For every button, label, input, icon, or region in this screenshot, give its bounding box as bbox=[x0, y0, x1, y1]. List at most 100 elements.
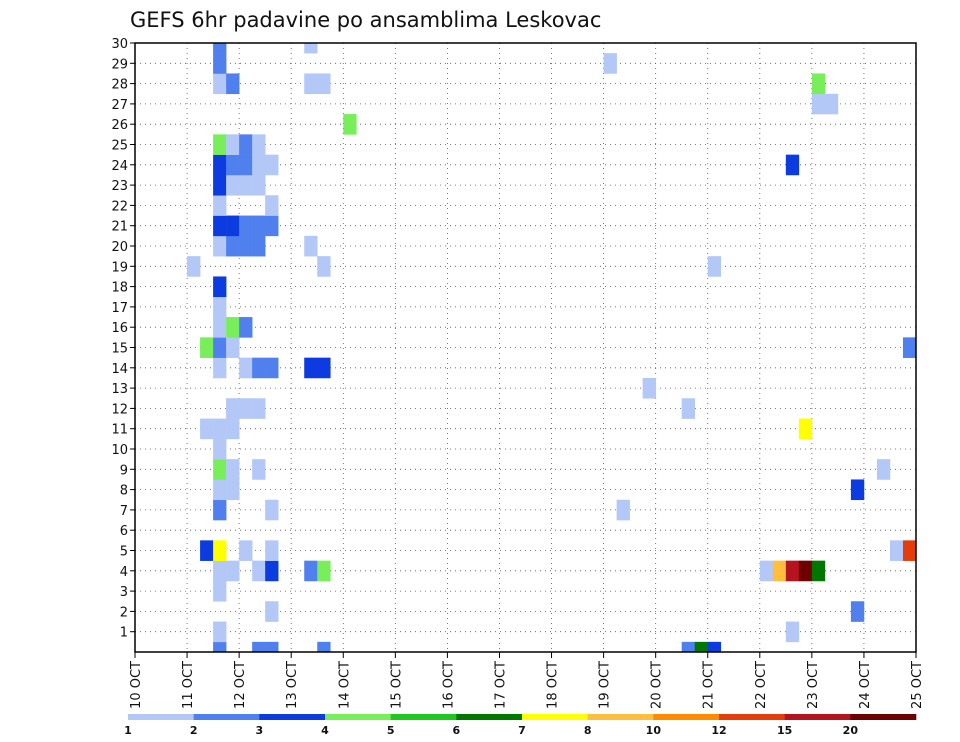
x-tick-label: 19 OCT bbox=[598, 661, 613, 709]
precip-cell bbox=[317, 357, 331, 379]
precip-cell bbox=[239, 235, 253, 257]
precip-cell bbox=[226, 418, 240, 440]
legend-swatch bbox=[325, 714, 391, 720]
precip-cell bbox=[213, 580, 227, 602]
precip-cell bbox=[213, 154, 227, 176]
precip-cell bbox=[187, 256, 201, 277]
precip-cell bbox=[252, 560, 266, 582]
legend-swatch bbox=[390, 714, 457, 720]
precip-cell bbox=[603, 53, 617, 74]
legend-swatch bbox=[259, 714, 326, 720]
precip-cell bbox=[681, 398, 696, 419]
precip-cell bbox=[252, 235, 266, 257]
y-tick-label: 9 bbox=[120, 463, 128, 478]
x-tick-label: 16 OCT bbox=[441, 661, 456, 709]
precip-cell bbox=[304, 73, 318, 95]
y-tick-label: 17 bbox=[111, 301, 128, 316]
x-tick-label: 22 OCT bbox=[754, 661, 769, 709]
y-tick-label: 18 bbox=[111, 281, 128, 296]
precip-cell bbox=[213, 174, 227, 196]
precip-cell bbox=[213, 459, 227, 480]
precip-cell bbox=[226, 134, 240, 155]
precip-cell bbox=[213, 276, 227, 298]
legend-label: 8 bbox=[584, 724, 592, 737]
precip-cell bbox=[213, 540, 227, 561]
y-tick-label: 22 bbox=[111, 199, 128, 214]
precip-cell bbox=[213, 215, 227, 237]
precip-cell bbox=[317, 256, 331, 277]
y-tick-label: 8 bbox=[120, 484, 128, 499]
precip-cell bbox=[265, 357, 279, 379]
x-tick-label: 21 OCT bbox=[702, 661, 717, 709]
legend-swatch bbox=[128, 714, 194, 720]
x-tick-label: 14 OCT bbox=[337, 661, 352, 709]
precip-cell bbox=[707, 256, 722, 277]
precip-cell bbox=[694, 641, 709, 653]
precip-cell bbox=[239, 154, 253, 176]
precip-cell bbox=[343, 114, 357, 135]
y-axis: 1234567891011121314151617181920212223242… bbox=[111, 37, 135, 641]
precip-cell bbox=[213, 195, 227, 216]
precip-cell bbox=[226, 317, 240, 338]
precip-cell bbox=[239, 134, 253, 155]
legend-swatch bbox=[850, 714, 917, 720]
legend-swatch bbox=[456, 714, 523, 720]
chart-title: GEFS 6hr padavine po ansamblima Leskovac bbox=[130, 8, 601, 32]
x-tick-label: 10 OCT bbox=[129, 661, 144, 709]
precip-cell bbox=[226, 154, 240, 176]
precip-cell bbox=[304, 560, 318, 582]
y-tick-label: 21 bbox=[111, 220, 128, 235]
legend-label: 5 bbox=[387, 724, 395, 737]
precip-cell bbox=[265, 560, 279, 582]
precip-cell bbox=[252, 459, 266, 480]
precip-cell bbox=[239, 174, 253, 196]
y-tick-label: 25 bbox=[111, 139, 128, 154]
precip-cell bbox=[889, 540, 904, 561]
y-tick-label: 14 bbox=[111, 362, 128, 377]
precip-cell bbox=[213, 641, 227, 653]
precip-cell bbox=[213, 43, 227, 54]
precipitation-cells bbox=[187, 43, 917, 653]
precip-cell bbox=[226, 73, 240, 95]
x-axis: 10 OCT 11 OCT 12 OCT 13 OCT 14 OCT 15 OCT 16 O… bbox=[129, 652, 925, 709]
precip-cell bbox=[213, 560, 227, 582]
x-tick-label: 15 OCT bbox=[389, 661, 404, 709]
precip-cell bbox=[317, 73, 331, 95]
precip-cell bbox=[252, 174, 266, 196]
precip-cell bbox=[811, 560, 826, 582]
precip-cell bbox=[785, 154, 800, 176]
color-legend: 1 2 3 4 5 6 7 8 10 12 15 20 bbox=[124, 714, 917, 737]
precip-cell bbox=[213, 479, 227, 501]
legend-swatch bbox=[784, 714, 851, 720]
precip-cell bbox=[226, 174, 240, 196]
y-tick-label: 2 bbox=[120, 605, 128, 620]
x-tick-label: 23 OCT bbox=[806, 661, 821, 709]
precip-cell bbox=[252, 398, 266, 419]
precip-cell bbox=[707, 641, 722, 653]
precip-cell bbox=[239, 317, 253, 338]
precip-cell bbox=[772, 560, 787, 582]
precip-cell bbox=[213, 499, 227, 521]
legend-label: 20 bbox=[843, 724, 859, 737]
precip-cell bbox=[200, 337, 214, 358]
y-tick-label: 7 bbox=[120, 504, 128, 519]
y-tick-label: 11 bbox=[111, 423, 128, 438]
precip-cell bbox=[265, 499, 279, 521]
precip-cell bbox=[265, 641, 279, 653]
legend-swatch bbox=[587, 714, 654, 720]
y-tick-label: 24 bbox=[111, 159, 128, 174]
y-tick-label: 30 bbox=[111, 37, 128, 52]
precip-cell bbox=[824, 93, 839, 115]
legend-swatch bbox=[522, 714, 588, 720]
precip-cell bbox=[785, 560, 800, 582]
precip-cell bbox=[252, 641, 266, 653]
legend-swatch bbox=[653, 714, 720, 720]
precip-cell bbox=[850, 479, 865, 501]
legend-swatch bbox=[193, 714, 260, 720]
precip-cell bbox=[681, 641, 696, 653]
y-tick-label: 6 bbox=[120, 524, 128, 539]
y-tick-label: 23 bbox=[111, 179, 128, 194]
precip-cell bbox=[798, 560, 813, 582]
legend-label: 15 bbox=[777, 724, 792, 737]
precip-cell bbox=[252, 215, 266, 237]
